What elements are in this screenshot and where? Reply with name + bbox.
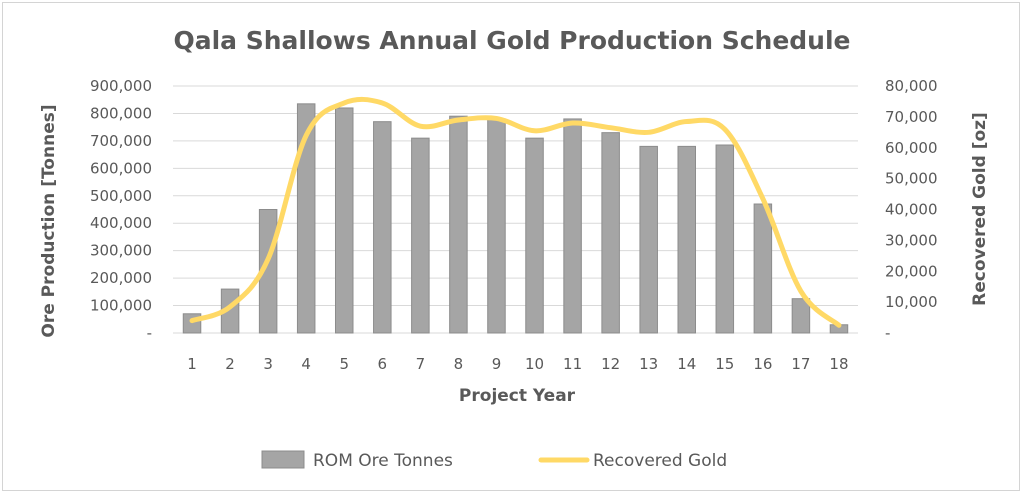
bar-ore-tonnes [639, 145, 658, 334]
right-tick-label: 60,000 [885, 139, 938, 157]
ore-tonnes-bars [182, 103, 849, 334]
right-tick-label: - [885, 324, 890, 342]
bar-ore-tonnes [677, 145, 697, 334]
x-tick-label: 4 [301, 355, 311, 373]
x-tick-label: 14 [677, 355, 696, 373]
x-tick-label: 17 [791, 355, 810, 373]
right-tick-label: 50,000 [885, 170, 938, 188]
right-axis-ticks: - 10,000 20,000 30,000 40,000 50,000 60,000 70,… [885, 77, 938, 342]
recovered-gold-line [189, 96, 842, 328]
bar-ore-tonnes [296, 103, 316, 334]
bar-ore-tonnes [525, 137, 544, 334]
right-tick-label: 80,000 [885, 77, 938, 95]
left-tick-label: 400,000 [90, 214, 152, 232]
x-tick-label: 18 [829, 355, 848, 373]
left-tick-label: 700,000 [90, 132, 152, 150]
bar-ore-tonnes [373, 121, 392, 334]
left-axis-title: Ore Production [Tonnes] [39, 104, 59, 337]
x-tick-label: 10 [525, 355, 544, 373]
left-tick-label: 300,000 [90, 242, 152, 260]
x-tick-label: 13 [639, 355, 658, 373]
x-axis-title: Project Year [459, 386, 576, 406]
right-tick-label: 20,000 [885, 262, 938, 280]
legend: ROM Ore Tonnes Recovered Gold [261, 450, 727, 471]
right-tick-label: 30,000 [885, 231, 938, 249]
bar-ore-tonnes [487, 118, 506, 334]
x-tick-label: 11 [563, 355, 582, 373]
legend-label-recovered-gold: Recovered Gold [593, 451, 727, 471]
left-tick-label: 600,000 [90, 159, 152, 177]
x-tick-label: 8 [454, 355, 464, 373]
x-tick-label: 9 [492, 355, 502, 373]
legend-swatch-ore-tonnes [261, 450, 305, 469]
bar-ore-tonnes [411, 137, 430, 334]
x-tick-label: 3 [263, 355, 273, 373]
bar-ore-tonnes [715, 144, 735, 334]
left-tick-label: 900,000 [90, 77, 152, 95]
x-tick-label: 16 [753, 355, 772, 373]
bar-ore-tonnes [753, 203, 773, 334]
x-tick-label: 12 [601, 355, 620, 373]
x-tick-label: 15 [715, 355, 734, 373]
left-tick-label: - [147, 324, 152, 342]
left-tick-label: 200,000 [90, 269, 152, 287]
left-tick-label: 800,000 [90, 104, 152, 122]
chart-title: Qala Shallows Annual Gold Production Sch… [173, 26, 850, 55]
x-tick-label: 7 [416, 355, 426, 373]
right-tick-label: 10,000 [885, 293, 938, 311]
bar-ore-tonnes [601, 132, 620, 334]
x-tick-label: 6 [378, 355, 388, 373]
left-tick-label: 100,000 [90, 297, 152, 315]
right-tick-label: 70,000 [885, 108, 938, 126]
bar-ore-tonnes [449, 115, 468, 334]
bar-ore-tonnes [791, 298, 811, 334]
line-recovered-gold [189, 96, 842, 328]
right-tick-label: 40,000 [885, 201, 938, 219]
x-tick-label: 2 [225, 355, 235, 373]
right-axis-title: Recovered Gold [oz] [970, 112, 990, 306]
bar-ore-tonnes [563, 118, 582, 334]
x-tick-label: 1 [187, 355, 197, 373]
gridlines [173, 85, 858, 334]
left-axis-ticks: - 100,000 200,000 300,000 400,000 500,000 600,… [90, 77, 152, 342]
left-tick-label: 500,000 [90, 187, 152, 205]
legend-label-ore-tonnes: ROM Ore Tonnes [313, 451, 453, 471]
x-axis-ticks: 1 2 3 4 5 6 7 8 9 10 11 12 13 14 15 16 17 18 [187, 355, 848, 373]
x-tick-label: 5 [339, 355, 349, 373]
bar-ore-tonnes [334, 107, 354, 334]
